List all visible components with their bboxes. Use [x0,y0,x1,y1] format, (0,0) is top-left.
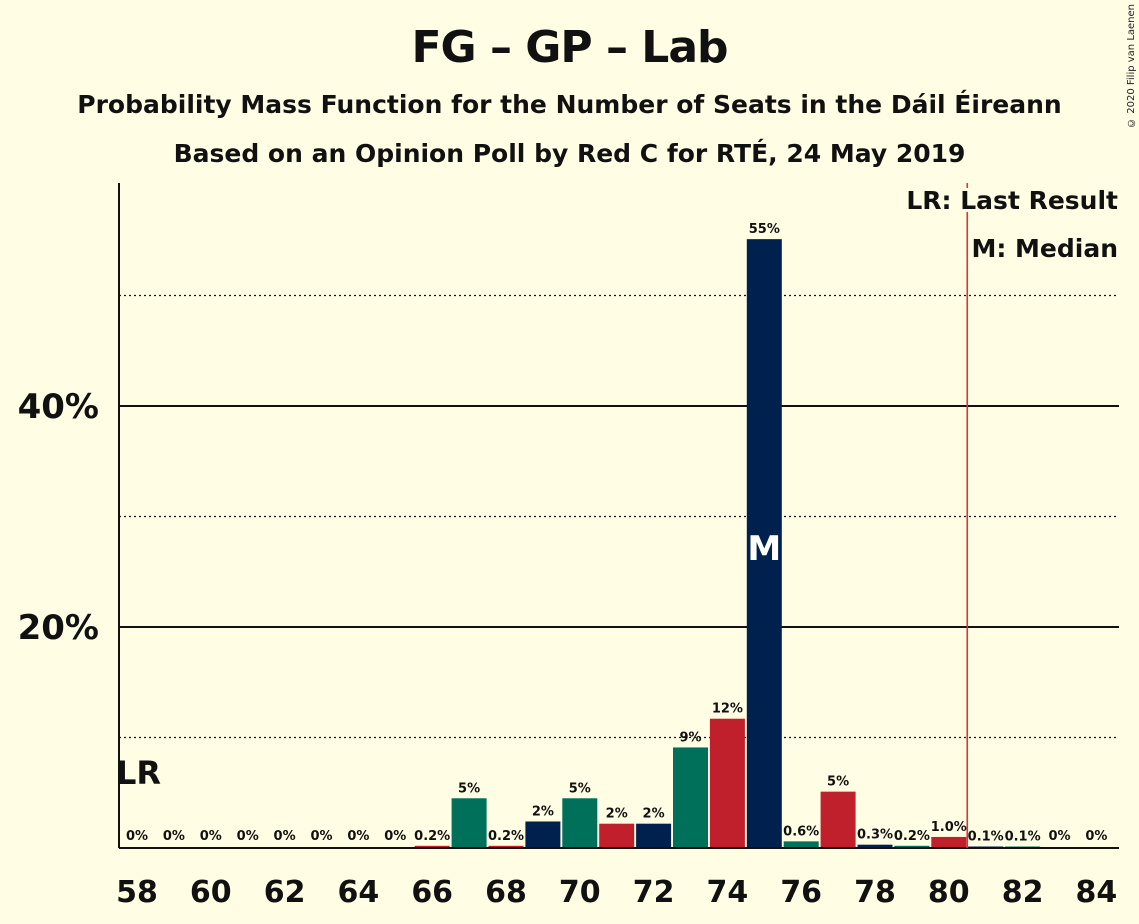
y-tick-40: 40% [18,387,99,427]
data-label-seat-84: 0% [1085,829,1107,844]
data-label-seat-74: 12% [712,702,743,717]
chart-source: Based on an Opinion Poll by Red C for RT… [173,139,966,168]
data-label-seat-67: 5% [458,781,480,796]
chart-title: FG – GP – Lab [411,22,728,73]
data-label-seat-66: 0.2% [414,829,450,844]
x-tick-82: 82 [1002,875,1044,910]
axes [118,183,1119,849]
y-tick-20: 20% [18,608,99,648]
x-tick-80: 80 [928,875,970,910]
x-tick-68: 68 [485,875,527,910]
bar-seat-77 [820,791,856,848]
x-tick-62: 62 [264,875,306,910]
data-label-seat-58: 0% [126,829,148,844]
bar-seat-72 [636,823,672,848]
y-tick-labels: 20% 40% [18,387,99,648]
x-tick-66: 66 [411,875,453,910]
data-label-seat-77: 5% [827,775,849,790]
median-marker: M [747,529,781,569]
annotations: LR M LR: Last Result M: Median [116,183,1121,848]
x-tick-76: 76 [780,875,822,910]
data-label-seat-63: 0% [310,829,332,844]
last-result-marker: LR [116,754,161,792]
bar-seat-71 [599,823,635,848]
x-tick-58: 58 [116,875,158,910]
x-tick-60: 60 [190,875,232,910]
bars [414,239,1041,848]
data-labels: 0% 0% 0% 0% 0% 0% 0% 0% 0.2% 5% 0.2% 2% 5% 2% 2% 9% 12% 5… [126,221,1107,845]
data-label-seat-83: 0% [1048,829,1070,844]
x-tick-64: 64 [338,875,380,910]
bar-seat-67 [451,798,487,848]
bar-seat-68 [488,845,524,848]
data-label-seat-68: 0.2% [488,829,524,844]
data-label-seat-79: 0.2% [894,829,930,844]
x-tick-72: 72 [633,875,675,910]
data-label-seat-72: 2% [643,807,665,822]
bar-seat-69 [525,821,561,848]
x-tick-70: 70 [559,875,601,910]
x-tick-74: 74 [707,875,749,910]
data-label-seat-71: 2% [606,807,628,822]
x-tick-labels: 58 60 62 64 66 68 70 72 74 76 78 80 82 84 [116,875,1117,910]
x-tick-84: 84 [1076,875,1118,910]
gridlines [119,294,1119,739]
data-label-seat-75: 55% [749,222,780,237]
data-label-seat-64: 0% [347,829,369,844]
bar-seat-73 [673,747,708,848]
data-label-seat-69: 2% [532,804,554,819]
x-tick-78: 78 [854,875,896,910]
legend-last-result: LR: Last Result [906,186,1118,215]
data-label-seat-70: 5% [569,781,591,796]
chart-subtitle: Probability Mass Function for the Number… [77,90,1062,119]
bar-seat-66 [414,845,450,848]
data-label-seat-80: 1.0% [931,820,967,835]
legend-median: M: Median [971,234,1118,263]
data-label-seat-73: 9% [679,730,701,745]
bar-seat-78 [857,844,893,848]
bar-seat-74 [709,718,745,848]
bar-seat-75 [746,239,782,848]
data-label-seat-60: 0% [200,829,222,844]
bar-seat-79 [894,845,930,848]
data-label-seat-81: 0.1% [968,830,1004,845]
data-label-seat-82: 0.1% [1005,830,1041,845]
data-label-seat-61: 0% [237,829,259,844]
data-label-seat-59: 0% [163,829,185,844]
bar-seat-80 [931,836,967,848]
data-label-seat-78: 0.3% [857,828,893,843]
bar-seat-70 [562,798,598,848]
data-label-seat-65: 0% [384,829,406,844]
bar-seat-76 [783,841,819,848]
data-label-seat-62: 0% [274,829,296,844]
data-label-seat-76: 0.6% [783,824,819,839]
